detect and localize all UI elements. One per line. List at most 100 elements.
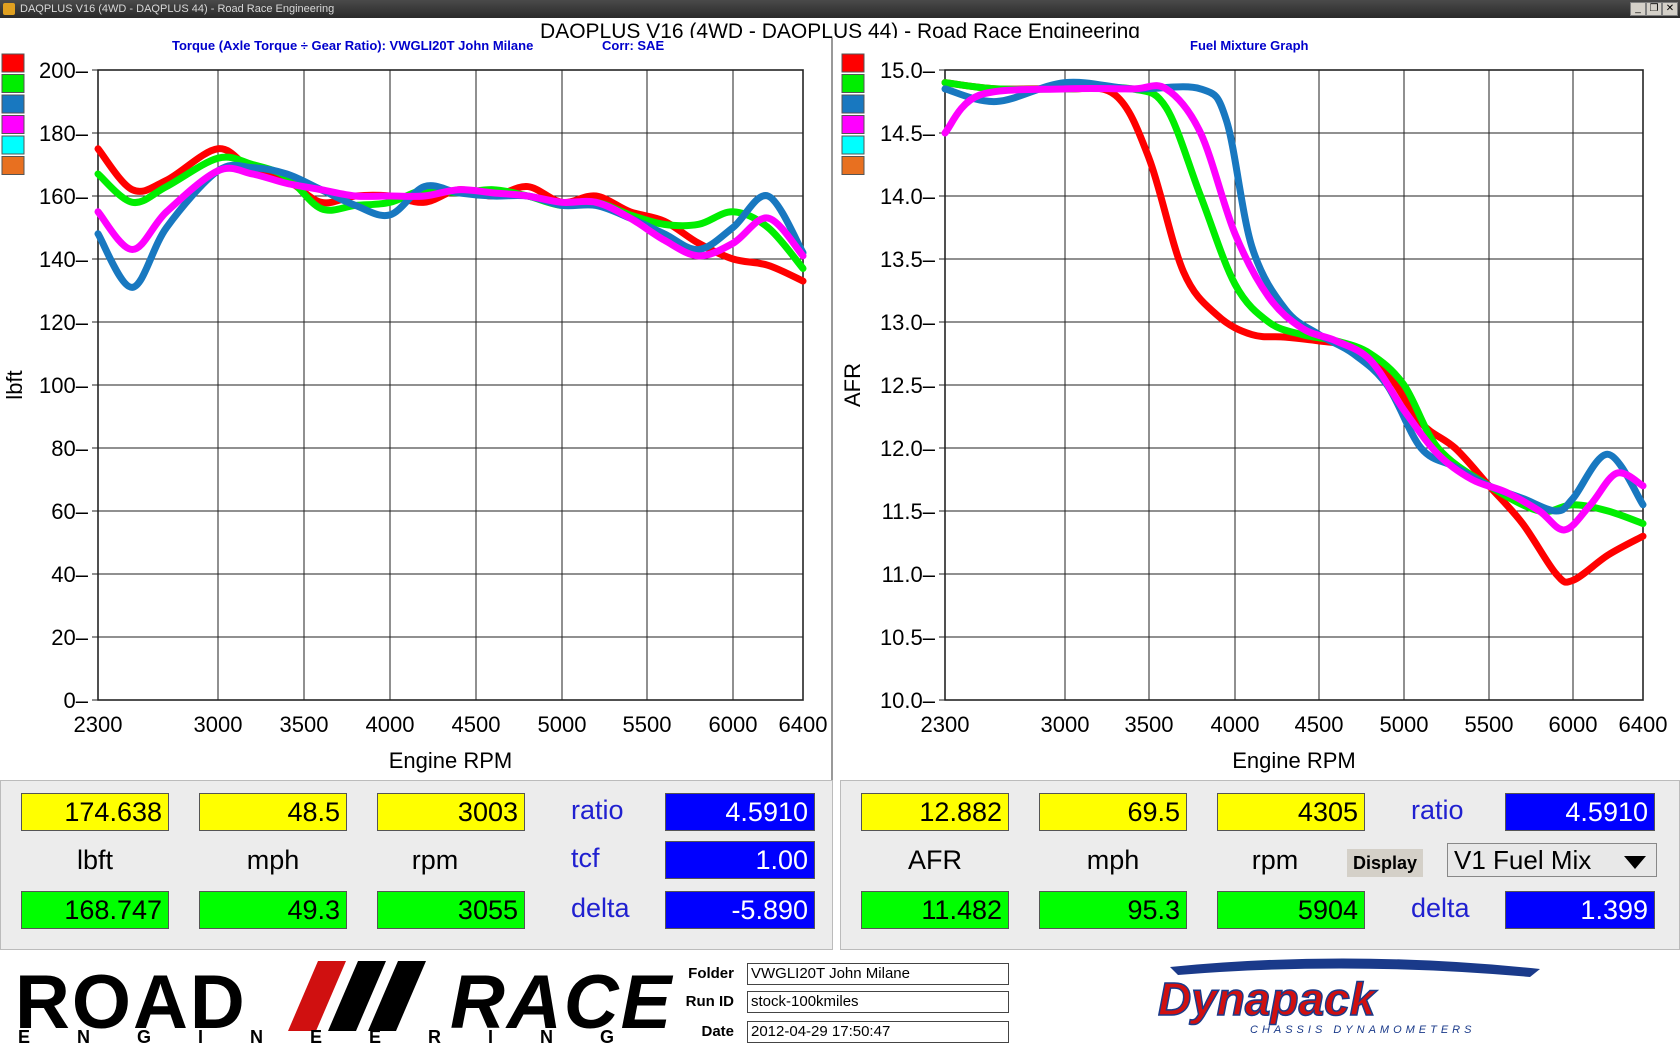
display-select[interactable]: V1 Fuel Mix [1447, 843, 1657, 877]
torque-chart-y-tick-label: 80– [51, 436, 88, 461]
dynapack-logo-text: Dynapack [1158, 973, 1378, 1025]
ratio-label: ratio [571, 795, 624, 825]
fuel-chart-x-tick-label: 2300 [921, 712, 970, 737]
torque-chart-y-tick-label: 160– [39, 184, 89, 209]
app-icon [3, 3, 15, 15]
date-field[interactable]: 2012-04-29 17:50:47 [747, 1021, 1009, 1043]
run-id-field[interactable]: stock-100kmiles [747, 991, 1009, 1013]
minimize-button[interactable]: _ [1630, 2, 1646, 16]
torque-unit-label: lbft [76, 845, 114, 875]
fuel-chart-x-tick-label: 5000 [1380, 712, 1429, 737]
display-select-value: V1 Fuel Mix [1454, 845, 1592, 875]
cursor1-torque-value: 174.638 [21, 793, 169, 831]
torque-chart-y-tick-label: 60– [51, 499, 88, 524]
rpm-unit-label: rpm [411, 845, 459, 875]
fuel-chart-x-tick-label: 6400 [1619, 712, 1668, 737]
tcf-label: tcf [571, 843, 600, 873]
cursor1-mph-value: 69.5 [1039, 793, 1187, 831]
ratio-label: ratio [1411, 795, 1464, 825]
rpm-unit-label: rpm [1251, 845, 1299, 875]
fuel-chart-y-tick-label: 10.5– [880, 625, 936, 650]
torque-chart-x-tick-label: 4500 [452, 712, 501, 737]
fuel-chart-y-tick-label: 12.5– [880, 373, 936, 398]
logo-race-text: RACE [450, 960, 674, 1045]
fuel-chart-x-tick-label: 4000 [1211, 712, 1260, 737]
fuel-mixture-chart: Fuel Mixture Graph 2300 3000 3500 4000 4500 5… [840, 38, 1680, 780]
logo-slashes-icon [288, 961, 426, 1031]
torque-chart-legend-swatch-2[interactable] [1, 74, 25, 93]
road-race-engineering-logo: ROAD RACE ENGINEERING [10, 955, 671, 1050]
torque-chart-y-tick-label: 120– [39, 310, 89, 335]
fuel-chart-y-tick-label: 13.5– [880, 247, 936, 272]
cursor2-afr-value: 11.482 [861, 891, 1009, 929]
tcf-value[interactable]: 1.00 [665, 841, 815, 879]
torque-chart-x-tick-label: 5500 [623, 712, 672, 737]
torque-chart: Torque (Axle Torque ÷ Gear Ratio): VWGLI… [0, 38, 833, 780]
cursor2-mph-value: 95.3 [1039, 891, 1187, 929]
restore-button[interactable]: ❐ [1646, 2, 1662, 16]
fuel-chart-x-tick-label: 3000 [1041, 712, 1090, 737]
delta-value: 1.399 [1505, 891, 1655, 929]
dynapack-logo-subtext: CHASSIS DYNAMOMETERS [1250, 1024, 1475, 1036]
torque-chart-ylabel: lbft [2, 370, 27, 399]
torque-chart-legend-swatch-1[interactable] [1, 53, 25, 73]
torque-chart-x-tick-label: 3000 [194, 712, 243, 737]
dynapack-logo: Dynapack CHASSIS DYNAMOMETERS [1157, 958, 1540, 1036]
torque-chart-x-tick-label: 4000 [366, 712, 415, 737]
delta-label: delta [1411, 893, 1470, 923]
cursor1-mph-value: 48.5 [199, 793, 347, 831]
fuel-chart-legend-swatch-2[interactable] [841, 74, 865, 93]
torque-chart-legend-swatch-6[interactable] [1, 156, 25, 175]
torque-chart-y-tick-label: 0– [64, 688, 89, 713]
mph-unit-label: mph [1086, 845, 1140, 875]
torque-chart-legend-swatch-3[interactable] [1, 94, 25, 114]
fuel-readout-panel: 12.882 69.5 4305 AFR mph rpm 11.482 95.3… [840, 780, 1680, 950]
torque-chart-legend-swatch-4[interactable] [1, 115, 25, 134]
cursor1-rpm-value: 3003 [377, 793, 525, 831]
run-id-label: Run ID [685, 993, 734, 1010]
display-button[interactable]: Display [1347, 849, 1424, 877]
torque-chart-y-tick-label: 200– [39, 58, 89, 83]
ratio-value[interactable]: 4.5910 [1505, 793, 1655, 831]
afr-unit-label: AFR [908, 845, 962, 875]
close-button[interactable]: ✕ [1662, 2, 1678, 16]
fuel-chart-header: Fuel Mixture Graph [1190, 38, 1309, 53]
fuel-chart-y-tick-label: 12.0– [880, 436, 936, 461]
fuel-chart-x-tick-label: 4500 [1295, 712, 1344, 737]
fuel-chart-y-tick-label: 15.0– [880, 58, 936, 83]
torque-chart-y-tick-label: 180– [39, 121, 89, 146]
torque-chart-x-tick-label: 5000 [538, 712, 587, 737]
cursor2-torque-value: 168.747 [21, 891, 169, 929]
torque-chart-y-tick-label: 140– [39, 247, 89, 272]
torque-chart-corr: Corr: SAE [602, 38, 664, 53]
main-title: DAQPLUS V16 (4WD - DAQPLUS 44) - Road Ra… [540, 20, 1140, 38]
torque-chart-x-tick-label: 3500 [280, 712, 329, 737]
fuel-chart-x-tick-label: 5500 [1465, 712, 1514, 737]
folder-label: Folder [688, 965, 734, 982]
date-label: Date [701, 1023, 734, 1040]
fuel-chart-ylabel: AFR [840, 363, 865, 407]
fuel-chart-legend-swatch-3[interactable] [841, 94, 865, 114]
folder-field[interactable]: VWGLI20T John Milane [747, 963, 1009, 985]
fuel-chart-legend-swatch-4[interactable] [841, 115, 865, 134]
mph-unit-label: mph [246, 845, 300, 875]
fuel-chart-x-tick-label: 6000 [1549, 712, 1598, 737]
fuel-chart-legend-swatch-5[interactable] [841, 135, 865, 155]
fuel-chart-y-tick-label: 14.5– [880, 121, 936, 146]
torque-chart-y-tick-label: 100– [39, 373, 89, 398]
ratio-value[interactable]: 4.5910 [665, 793, 815, 831]
cursor2-mph-value: 49.3 [199, 891, 347, 929]
torque-chart-legend-swatch-5[interactable] [1, 135, 25, 155]
fuel-chart-y-tick-label: 11.0– [882, 562, 936, 587]
fuel-chart-legend-swatch-6[interactable] [841, 156, 865, 175]
fuel-chart-legend-swatch-1[interactable] [841, 53, 865, 73]
torque-chart-x-tick-label: 6000 [709, 712, 758, 737]
fuel-chart-x-tick-label: 3500 [1125, 712, 1174, 737]
cursor2-rpm-value: 3055 [377, 891, 525, 929]
torque-chart-y-tick-label: 20– [51, 625, 88, 650]
fuel-chart-y-tick-label: 11.5– [882, 499, 936, 524]
fuel-chart-y-tick-label: 14.0– [880, 184, 936, 209]
torque-chart-series-line-4 [94, 164, 807, 260]
chevron-down-icon[interactable] [1624, 856, 1646, 869]
torque-readout-panel: 174.638 48.5 3003 lbft mph rpm 168.747 4… [0, 780, 833, 950]
